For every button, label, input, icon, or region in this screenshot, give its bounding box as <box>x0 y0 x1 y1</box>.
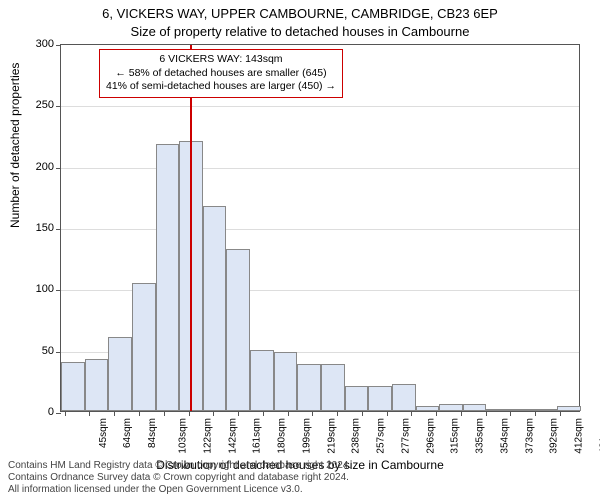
ytick-label: 150 <box>24 222 54 234</box>
xtick-label: 180sqm <box>277 418 288 454</box>
histogram-bar <box>392 384 416 411</box>
xtick-mark <box>89 411 90 416</box>
gridline <box>61 106 579 107</box>
xtick-label: 219sqm <box>326 418 337 454</box>
histogram-bar <box>463 404 487 411</box>
xtick-label: 373sqm <box>524 418 535 454</box>
ytick-mark <box>56 229 61 230</box>
xtick-mark <box>189 411 190 416</box>
histogram-bar <box>203 206 227 411</box>
histogram-bar <box>132 283 156 411</box>
xtick-label: 122sqm <box>202 418 213 454</box>
plot-area: 6 VICKERS WAY: 143sqm← 58% of detached h… <box>60 44 580 412</box>
xtick-mark <box>362 411 363 416</box>
xtick-mark <box>114 411 115 416</box>
histogram-bar <box>510 409 534 411</box>
xtick-label: 45sqm <box>98 418 109 448</box>
xtick-mark <box>213 411 214 416</box>
xtick-mark <box>510 411 511 416</box>
xtick-mark <box>139 411 140 416</box>
xtick-mark <box>411 411 412 416</box>
callout-box: 6 VICKERS WAY: 143sqm← 58% of detached h… <box>99 49 343 98</box>
xtick-label: 412sqm <box>574 418 585 454</box>
xtick-label: 257sqm <box>376 418 387 454</box>
histogram-bar <box>156 144 180 411</box>
callout-line3: 41% of semi-detached houses are larger (… <box>106 80 336 94</box>
xtick-mark <box>288 411 289 416</box>
gridline <box>61 229 579 230</box>
xtick-label: 142sqm <box>227 418 238 454</box>
xtick-mark <box>486 411 487 416</box>
xtick-label: 354sqm <box>499 418 510 454</box>
histogram-bar <box>274 352 298 411</box>
chart-title-line2: Size of property relative to detached ho… <box>0 24 600 39</box>
xtick-label: 161sqm <box>252 418 263 454</box>
ytick-mark <box>56 413 61 414</box>
ytick-label: 50 <box>24 345 54 357</box>
callout-line2: ← 58% of detached houses are smaller (64… <box>106 67 336 81</box>
histogram-bar <box>250 350 274 411</box>
histogram-bar <box>226 249 250 411</box>
xtick-label: 84sqm <box>147 418 158 448</box>
footer-line2: Contains Ordnance Survey data © Crown co… <box>8 472 351 484</box>
ytick-mark <box>56 168 61 169</box>
histogram-bar <box>297 364 321 411</box>
histogram-bar <box>486 409 510 411</box>
xtick-label: 392sqm <box>549 418 560 454</box>
histogram-bar <box>368 386 392 411</box>
ytick-label: 250 <box>24 99 54 111</box>
histogram-bar <box>108 337 132 411</box>
xtick-label: 64sqm <box>122 418 133 448</box>
chart-title-line1: 6, VICKERS WAY, UPPER CAMBOURNE, CAMBRID… <box>0 6 600 21</box>
histogram-bar <box>61 362 85 411</box>
xtick-mark <box>312 411 313 416</box>
y-axis-label: Number of detached properties <box>8 63 22 228</box>
histogram-bar <box>345 386 369 411</box>
xtick-mark <box>164 411 165 416</box>
xtick-label: 335sqm <box>475 418 486 454</box>
footer-line3: All information licensed under the Open … <box>8 484 351 496</box>
gridline <box>61 168 579 169</box>
marker-line <box>190 45 192 411</box>
xtick-mark <box>387 411 388 416</box>
ytick-label: 0 <box>24 406 54 418</box>
ytick-label: 300 <box>24 38 54 50</box>
xtick-label: 199sqm <box>301 418 312 454</box>
ytick-mark <box>56 352 61 353</box>
xtick-label: 238sqm <box>351 418 362 454</box>
histogram-bar <box>321 364 345 411</box>
xtick-label: 277sqm <box>400 418 411 454</box>
xtick-label: 315sqm <box>450 418 461 454</box>
xtick-mark <box>560 411 561 416</box>
xtick-mark <box>238 411 239 416</box>
callout-line1: 6 VICKERS WAY: 143sqm <box>106 53 336 67</box>
xtick-mark <box>461 411 462 416</box>
xtick-mark <box>436 411 437 416</box>
ytick-label: 200 <box>24 161 54 173</box>
ytick-mark <box>56 45 61 46</box>
histogram-bar <box>534 409 558 411</box>
histogram-bar <box>85 359 109 411</box>
xtick-mark <box>337 411 338 416</box>
xtick-mark <box>65 411 66 416</box>
ytick-label: 100 <box>24 283 54 295</box>
ytick-mark <box>56 290 61 291</box>
footer-attribution: Contains HM Land Registry data © Crown c… <box>8 460 351 496</box>
xtick-label: 103sqm <box>178 418 189 454</box>
xtick-mark <box>263 411 264 416</box>
xtick-mark <box>535 411 536 416</box>
xtick-label: 296sqm <box>425 418 436 454</box>
footer-line1: Contains HM Land Registry data © Crown c… <box>8 460 351 472</box>
histogram-bar <box>439 404 463 411</box>
ytick-mark <box>56 106 61 107</box>
